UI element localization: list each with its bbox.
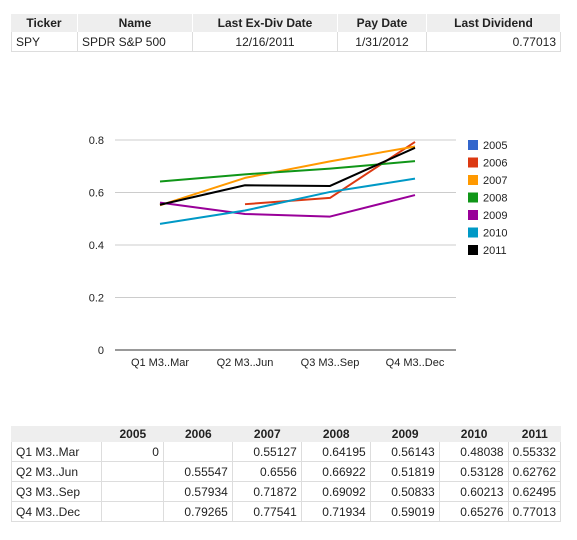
legend-swatch-2005 [468, 140, 478, 150]
ticker-cell: SPY [11, 32, 78, 52]
legend-swatch-2011 [468, 245, 478, 255]
value-cell: 0.55547 [163, 462, 233, 482]
value-cell: 0.79265 [163, 502, 233, 522]
series-line-2011 [159, 146, 416, 206]
value-cell [101, 482, 164, 502]
legend-swatch-2006 [468, 157, 478, 168]
value-cell: 0.66922 [301, 462, 371, 482]
y-tick-label: 0.2 [89, 293, 104, 305]
column-header-2010: 2010 [439, 426, 509, 442]
dividend-summary-table: Ticker Name Last Ex-Div Date Pay Date La… [11, 14, 561, 52]
column-header-2007: 2007 [232, 426, 302, 442]
table-row: Q3 M3..Sep 0.57934 0.71872 0.69092 0.50833 0.… [11, 482, 561, 502]
ex-div-date-cell: 12/16/2011 [193, 32, 338, 52]
series-line-2008 [159, 160, 416, 183]
value-cell: 0.56143 [370, 442, 440, 462]
header-name: Name [78, 14, 193, 32]
table-row: Q1 M3..Mar 0 0.55127 0.64195 0.56143 0.48038 0… [11, 442, 561, 462]
legend-swatch-2007 [468, 175, 478, 185]
x-tick-label: Q4 M3..Dec [386, 357, 445, 369]
column-header-2009: 2009 [370, 426, 440, 442]
y-tick-label: 0.8 [89, 135, 104, 147]
last-dividend-cell: 0.77013 [427, 32, 561, 52]
column-header-2011: 2011 [508, 426, 561, 442]
y-tick-label: 0.6 [89, 188, 104, 200]
value-cell: 0 [101, 442, 164, 462]
value-cell: 0.69092 [301, 482, 371, 502]
value-cell: 0.65276 [439, 502, 509, 522]
header-last-dividend: Last Dividend [427, 14, 561, 32]
value-cell: 0.51819 [370, 462, 440, 482]
value-cell: 0.77013 [508, 502, 561, 522]
legend-label-2007: 2007 [483, 175, 507, 187]
column-header-2005: 2005 [101, 426, 164, 442]
series-line-2010 [159, 177, 416, 225]
summary-header-row: Ticker Name Last Ex-Div Date Pay Date La… [11, 14, 561, 32]
series-line-2009 [159, 194, 416, 218]
x-tick-label: Q3 M3..Sep [301, 357, 360, 369]
value-cell: 0.60213 [439, 482, 509, 502]
header-pay-date: Pay Date [338, 14, 427, 32]
column-header-2006: 2006 [163, 426, 233, 442]
row-label-cell: Q2 M3..Jun [11, 462, 102, 482]
value-cell: 0.62495 [508, 482, 561, 502]
legend-label-2006: 2006 [483, 158, 507, 170]
value-cell [101, 502, 164, 522]
header-ex-div-date: Last Ex-Div Date [193, 14, 338, 32]
value-cell: 0.64195 [301, 442, 371, 462]
value-cell: 0.57934 [163, 482, 233, 502]
value-cell: 0.71872 [232, 482, 302, 502]
legend-label-2011: 2011 [483, 245, 507, 257]
y-tick-label: 0.4 [89, 240, 104, 252]
table-row: Q2 M3..Jun 0.55547 0.6556 0.66922 0.51819 0.5… [11, 462, 561, 482]
value-cell: 0.55332 [508, 442, 561, 462]
series-line-2007 [159, 145, 416, 207]
value-cell: 0.59019 [370, 502, 440, 522]
column-header-2008: 2008 [301, 426, 371, 442]
row-label-cell: Q1 M3..Mar [11, 442, 102, 462]
x-tick-label: Q1 M3..Mar [131, 357, 189, 369]
legend-swatch-2010 [468, 227, 478, 238]
x-tick-label: Q2 M3..Jun [217, 357, 274, 369]
value-cell [101, 462, 164, 482]
legend-label-2010: 2010 [483, 228, 507, 240]
dividend-data-table: 2005 2006 2007 2008 2009 2010 2011 Q1 M3..Mar 0… [11, 426, 561, 522]
table-row: Q4 M3..Dec 0.79265 0.77541 0.71934 0.59019 0.… [11, 502, 561, 522]
legend-label-2009: 2009 [483, 210, 507, 222]
y-tick-label: 0 [98, 345, 104, 357]
dividend-line-chart: 0 0.2 0.4 0.6 0.8 Q1 M3..Mar Q2 M3..Jun Q3 M3..… [89, 135, 508, 369]
value-cell: 0.48038 [439, 442, 509, 462]
legend-swatch-2009 [468, 210, 478, 220]
value-cell: 0.53128 [439, 462, 509, 482]
pay-date-cell: 1/31/2012 [338, 32, 427, 52]
value-cell: 0.71934 [301, 502, 371, 522]
legend-swatch-2008 [468, 192, 478, 203]
value-cell [163, 442, 233, 462]
value-cell: 0.77541 [232, 502, 302, 522]
value-cell: 0.50833 [370, 482, 440, 502]
row-label-cell: Q3 M3..Sep [11, 482, 102, 502]
row-label-cell: Q4 M3..Dec [11, 502, 102, 522]
value-cell: 0.55127 [232, 442, 302, 462]
summary-row: SPY SPDR S&P 500 12/16/2011 1/31/2012 0.… [11, 32, 561, 52]
header-ticker: Ticker [11, 14, 78, 32]
column-header-blank [11, 426, 102, 442]
value-cell: 0.6556 [232, 462, 302, 482]
data-table-header-row: 2005 2006 2007 2008 2009 2010 2011 [11, 426, 561, 442]
value-cell: 0.62762 [508, 462, 561, 482]
legend-label-2008: 2008 [483, 193, 507, 205]
legend-label-2005: 2005 [483, 140, 507, 152]
name-cell: SPDR S&P 500 [78, 32, 193, 52]
